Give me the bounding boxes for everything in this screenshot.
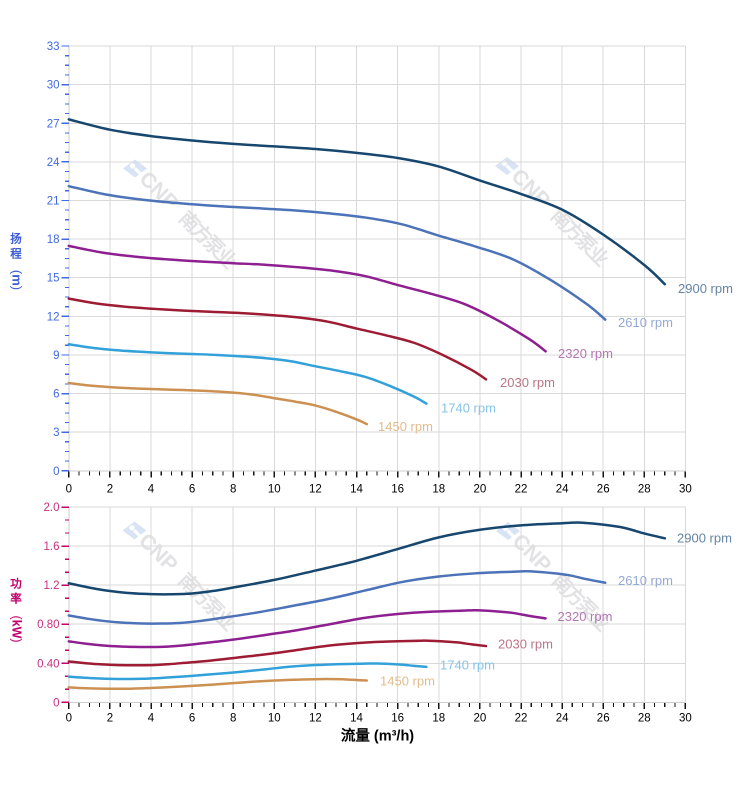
svg-text:0: 0 [53, 697, 59, 709]
svg-text:30: 30 [679, 713, 692, 725]
svg-text:24: 24 [556, 484, 569, 496]
svg-text:1450 rpm: 1450 rpm [380, 673, 435, 688]
svg-text:20: 20 [474, 484, 487, 496]
svg-text:16: 16 [391, 484, 404, 496]
svg-text:22: 22 [515, 484, 528, 496]
svg-text:10: 10 [268, 484, 281, 496]
svg-text:6: 6 [189, 484, 195, 496]
svg-text:2: 2 [107, 484, 113, 496]
svg-text:1.6: 1.6 [44, 541, 60, 553]
svg-text:2320 rpm: 2320 rpm [558, 609, 613, 624]
svg-text:2900 rpm: 2900 rpm [677, 531, 732, 546]
svg-text:27: 27 [47, 118, 60, 130]
svg-text:2030 rpm: 2030 rpm [498, 636, 553, 651]
svg-text:0: 0 [66, 484, 72, 496]
svg-text:流量 (m³/h): 流量 (m³/h) [341, 727, 414, 745]
svg-text:(kW): (kW) [10, 615, 24, 642]
svg-text:扬: 扬 [10, 232, 22, 246]
svg-text:2610 rpm: 2610 rpm [618, 573, 673, 588]
svg-text:6: 6 [189, 713, 195, 725]
svg-text:30: 30 [679, 484, 692, 496]
svg-text:功: 功 [10, 577, 22, 591]
svg-text:4: 4 [148, 713, 155, 725]
svg-text:10: 10 [268, 713, 281, 725]
svg-text:1740 rpm: 1740 rpm [441, 401, 496, 416]
svg-text:2030 rpm: 2030 rpm [500, 375, 555, 390]
svg-text:12: 12 [47, 311, 60, 323]
svg-text:16: 16 [391, 713, 404, 725]
svg-text:24: 24 [47, 157, 60, 169]
svg-text:2610 rpm: 2610 rpm [618, 315, 673, 330]
svg-text:1.2: 1.2 [44, 580, 60, 592]
svg-text:2.0: 2.0 [44, 502, 60, 514]
svg-text:30: 30 [47, 80, 60, 92]
svg-text:3: 3 [53, 427, 59, 439]
svg-text:22: 22 [515, 713, 528, 725]
svg-text:28: 28 [638, 484, 651, 496]
svg-text:1740 rpm: 1740 rpm [440, 658, 495, 673]
svg-text:程: 程 [10, 247, 22, 261]
svg-text:6: 6 [53, 389, 59, 401]
svg-text:8: 8 [230, 484, 236, 496]
svg-text:2: 2 [107, 713, 113, 725]
svg-text:(m): (m) [10, 270, 25, 290]
svg-text:12: 12 [309, 713, 322, 725]
svg-text:12: 12 [309, 484, 322, 496]
svg-text:20: 20 [474, 713, 487, 725]
svg-text:26: 26 [597, 484, 610, 496]
svg-text:14: 14 [350, 484, 363, 496]
svg-text:4: 4 [148, 484, 155, 496]
svg-text:18: 18 [432, 484, 445, 496]
svg-text:14: 14 [350, 713, 363, 725]
svg-text:24: 24 [556, 713, 569, 725]
svg-text:26: 26 [597, 713, 610, 725]
svg-text:0.40: 0.40 [37, 658, 59, 670]
svg-text:0: 0 [66, 713, 72, 725]
svg-text:15: 15 [47, 273, 60, 285]
svg-text:21: 21 [47, 196, 60, 208]
svg-text:1450 rpm: 1450 rpm [378, 419, 433, 434]
svg-text:28: 28 [638, 713, 651, 725]
svg-text:33: 33 [47, 41, 60, 53]
svg-text:2320 rpm: 2320 rpm [558, 346, 613, 361]
svg-text:9: 9 [53, 350, 59, 362]
svg-text:2900 rpm: 2900 rpm [678, 281, 733, 296]
svg-text:18: 18 [432, 713, 445, 725]
svg-text:0.80: 0.80 [37, 619, 59, 631]
svg-text:0: 0 [53, 466, 59, 478]
svg-text:18: 18 [47, 234, 60, 246]
svg-text:率: 率 [10, 592, 22, 606]
svg-text:8: 8 [230, 713, 236, 725]
